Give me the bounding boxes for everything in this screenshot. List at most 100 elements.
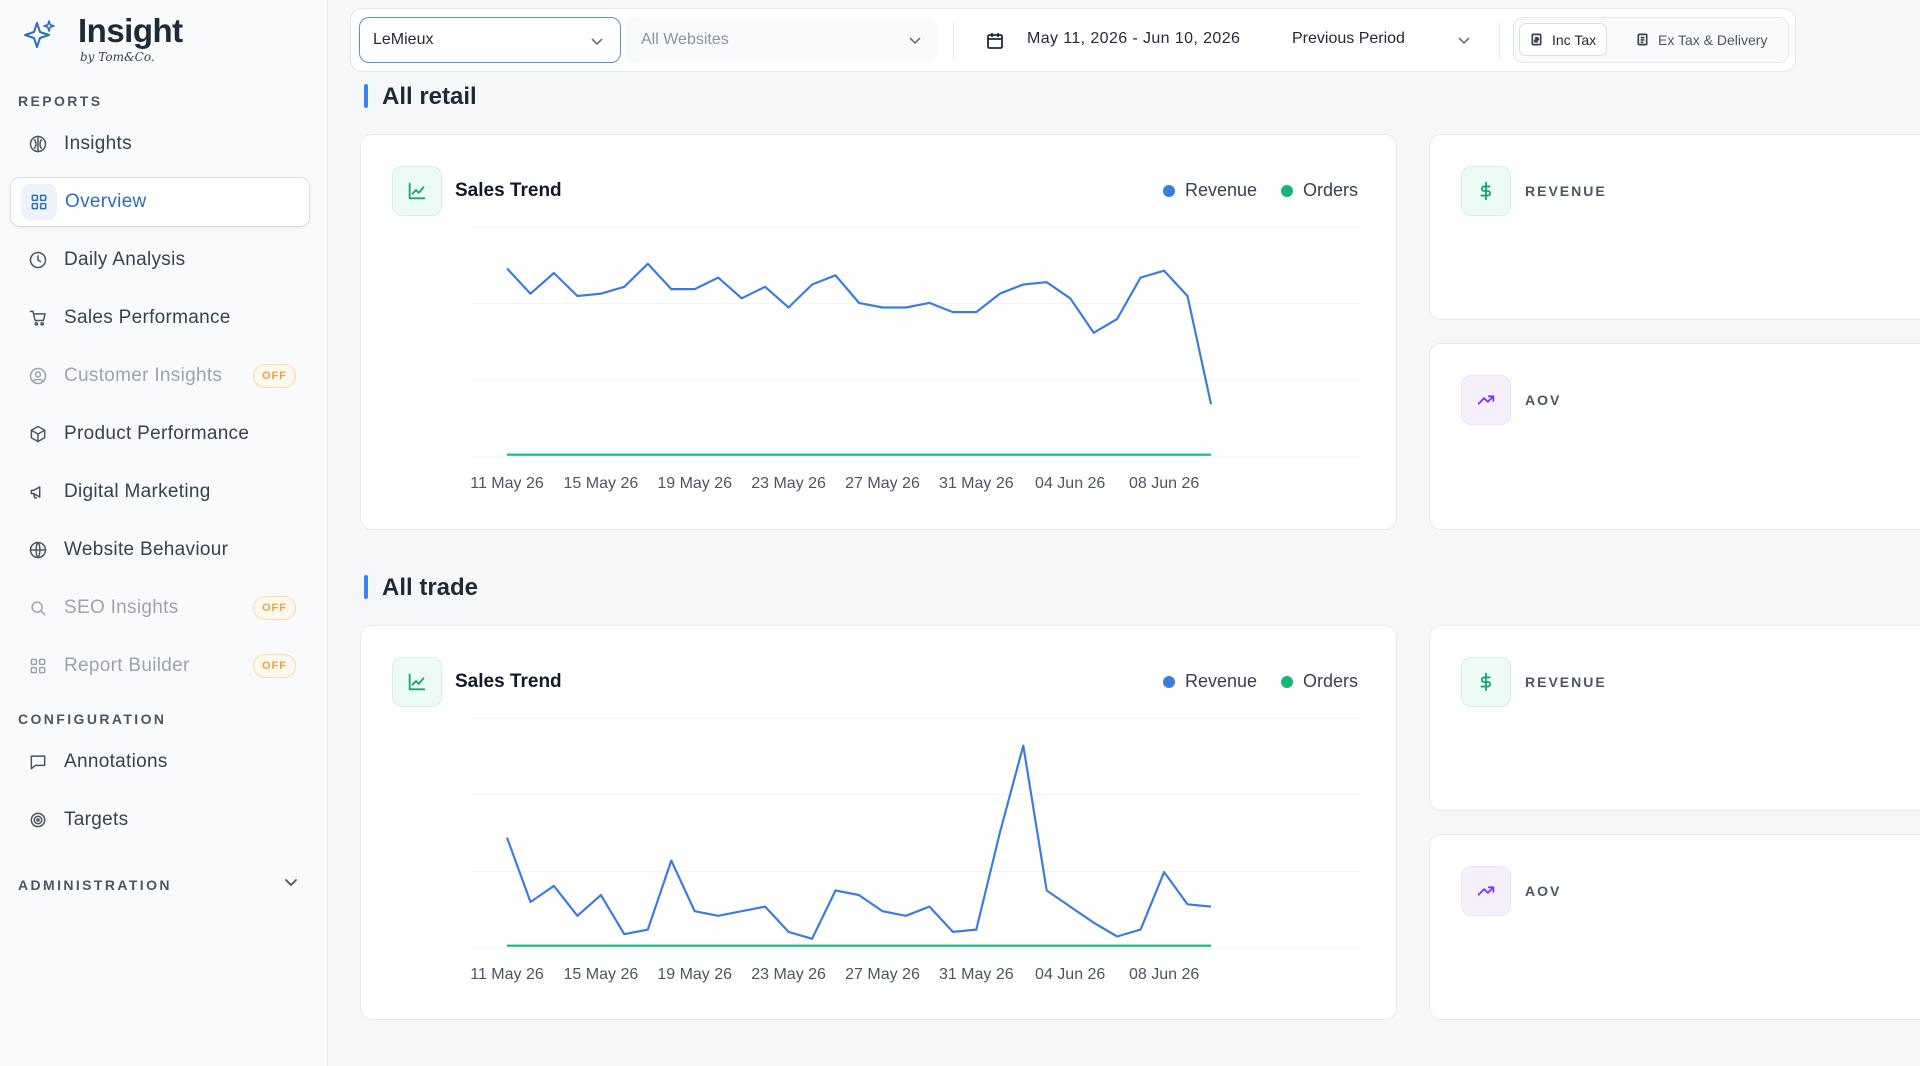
- user-circle-icon: [20, 358, 56, 394]
- section-title-retail: All retail: [382, 83, 477, 110]
- x-tick-label: 08 Jun 26: [1129, 966, 1199, 983]
- sidebar-item-label: Insights: [64, 133, 132, 154]
- inc-tax-button[interactable]: Inc Tax: [1519, 23, 1608, 56]
- box-icon: [20, 416, 56, 452]
- x-tick-label: 27 May 26: [845, 475, 920, 492]
- section-accent: [364, 84, 368, 108]
- legend-dot-orders: [1281, 184, 1293, 197]
- card-title: Sales Trend: [455, 671, 562, 692]
- reports-section-label: REPORTS: [18, 93, 103, 109]
- trending-up-icon: [1461, 375, 1511, 425]
- sidebar-item-daily-analysis[interactable]: Daily Analysis: [10, 235, 310, 285]
- sidebar-item-insights[interactable]: Insights: [10, 119, 310, 169]
- sparkle-logo-icon: [24, 20, 55, 48]
- section-title-trade: All trade: [382, 574, 479, 601]
- sidebar-item-label: Digital Marketing: [64, 481, 211, 502]
- message-icon: [20, 744, 56, 780]
- x-tick-label: 15 May 26: [564, 966, 639, 983]
- ex-tax-button[interactable]: Ex Tax & Delivery: [1626, 23, 1777, 56]
- x-tick-label: 23 May 26: [751, 966, 826, 983]
- website-select[interactable]: All Websites: [626, 17, 938, 63]
- card-title: Sales Trend: [455, 180, 562, 201]
- metric-label: REVENUE: [1525, 183, 1607, 199]
- metric-label: AOV: [1525, 883, 1562, 899]
- x-tick-label: 08 Jun 26: [1129, 475, 1199, 492]
- insights-icon: [20, 126, 56, 162]
- aov-card-retail: AOV: [1429, 343, 1920, 530]
- calendar-icon[interactable]: [985, 31, 1005, 51]
- legend-orders[interactable]: Orders: [1281, 180, 1358, 201]
- x-tick-label: 04 Jun 26: [1035, 475, 1105, 492]
- sidebar-item-label: Targets: [64, 809, 129, 830]
- x-tick-label: 11 May 26: [470, 966, 544, 983]
- x-tick-label: 31 May 26: [939, 475, 1014, 492]
- inc-tax-label: Inc Tax: [1552, 31, 1597, 48]
- sidebar-item-label: Daily Analysis: [64, 249, 186, 270]
- sales-trend-card-trade: Sales Trend Revenue Orders 11 May 26 15 M…: [360, 625, 1397, 1020]
- compare-period-select[interactable]: Previous Period: [1292, 30, 1405, 47]
- off-badge: OFF: [253, 654, 296, 678]
- legend-dot-revenue: [1163, 184, 1175, 197]
- sales-trend-chart: 11 May 26 15 May 26 19 May 26 23 May 26 27 M…: [470, 226, 1361, 492]
- off-badge: OFF: [253, 596, 296, 620]
- series-line-revenue: [505, 744, 1212, 940]
- legend-orders[interactable]: Orders: [1281, 671, 1358, 692]
- legend-label: Orders: [1303, 671, 1359, 691]
- app-title: Insight: [78, 12, 183, 49]
- sidebar-item-label: Sales Performance: [64, 307, 231, 328]
- x-tick-label: 23 May 26: [751, 475, 826, 492]
- x-tick-label: 15 May 26: [564, 475, 639, 492]
- revenue-card-retail: REVENUE: [1429, 134, 1920, 320]
- sidebar-item-targets[interactable]: Targets: [10, 795, 310, 845]
- legend-revenue[interactable]: Revenue: [1163, 180, 1257, 201]
- x-tick-label: 19 May 26: [657, 966, 732, 983]
- grid-icon: [20, 648, 56, 684]
- divider: [1499, 23, 1500, 59]
- app-subtitle: by Tom&Co.: [80, 50, 155, 64]
- chevron-down-icon[interactable]: [1457, 33, 1471, 47]
- sidebar-item-product-performance[interactable]: Product Performance: [10, 409, 310, 459]
- configuration-section-label: CONFIGURATION: [18, 711, 167, 727]
- legend-dot-orders: [1281, 675, 1293, 688]
- chevron-down-icon: [590, 34, 604, 48]
- sidebar-item-customer-insights[interactable]: Customer Insights OFF: [10, 351, 310, 401]
- legend-label: Revenue: [1185, 180, 1258, 200]
- tax-toggle: Inc Tax Ex Tax & Delivery: [1513, 17, 1789, 63]
- line-chart-icon: [392, 657, 442, 707]
- line-chart-icon: [392, 166, 442, 216]
- filter-bar: LeMieux All Websites May 11, 2026 - Jun …: [350, 8, 1796, 72]
- sidebar-item-seo-insights[interactable]: SEO Insights OFF: [10, 583, 310, 633]
- sidebar-item-website-behaviour[interactable]: Website Behaviour: [10, 525, 310, 575]
- brand-select[interactable]: LeMieux: [359, 17, 621, 63]
- search-icon: [20, 590, 56, 626]
- sidebar-item-label: Annotations: [64, 751, 168, 772]
- sidebar-item-sales-performance[interactable]: Sales Performance: [10, 293, 310, 343]
- sidebar-item-label: Report Builder: [64, 655, 190, 676]
- x-tick-label: 11 May 26: [470, 475, 544, 492]
- sidebar: Insight by Tom&Co. REPORTS Insights Over…: [0, 0, 328, 1066]
- legend-revenue[interactable]: Revenue: [1163, 671, 1257, 692]
- logo[interactable]: Insight by Tom&Co.: [22, 10, 222, 70]
- dollar-icon: [1461, 657, 1511, 707]
- sidebar-item-label: Customer Insights: [64, 365, 223, 386]
- series-line-revenue: [506, 262, 1213, 405]
- sidebar-item-overview[interactable]: Overview: [10, 177, 310, 227]
- administration-section-toggle[interactable]: ADMINISTRATION: [18, 877, 172, 893]
- legend-label: Revenue: [1185, 671, 1258, 691]
- chevron-down-icon: [908, 33, 922, 47]
- date-range-picker[interactable]: May 11, 2026 - Jun 10, 2026: [1027, 30, 1241, 47]
- section-accent: [364, 575, 368, 599]
- sidebar-item-label: Product Performance: [64, 423, 250, 444]
- clock-icon: [20, 242, 56, 278]
- x-tick-label: 27 May 26: [845, 966, 920, 983]
- sidebar-item-label: Overview: [65, 191, 147, 212]
- ex-tax-label: Ex Tax & Delivery: [1658, 31, 1768, 48]
- sidebar-item-annotations[interactable]: Annotations: [10, 737, 310, 787]
- sidebar-item-report-builder[interactable]: Report Builder OFF: [10, 641, 310, 691]
- revenue-card-trade: REVENUE: [1429, 625, 1920, 811]
- document-icon: [1637, 33, 1648, 46]
- sidebar-item-digital-marketing[interactable]: Digital Marketing: [10, 467, 310, 517]
- target-icon: [20, 802, 56, 838]
- legend-dot-revenue: [1163, 675, 1175, 688]
- chevron-down-icon[interactable]: [283, 874, 299, 890]
